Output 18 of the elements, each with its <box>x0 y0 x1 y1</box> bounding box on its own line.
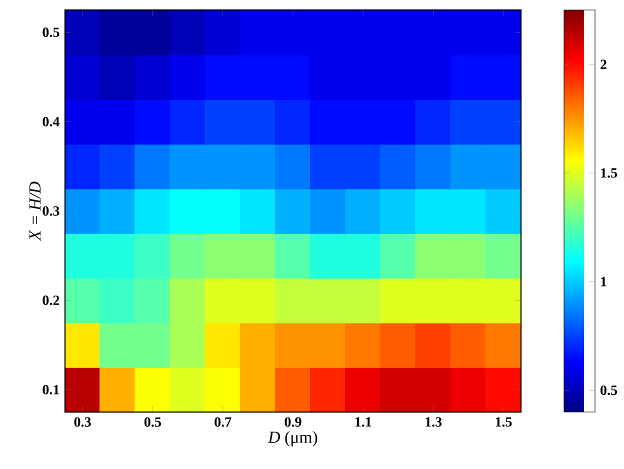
x-tick-label: 1.1 <box>356 417 372 427</box>
color-bar-label: 1 <box>601 276 606 286</box>
y-tick-label: 0.3 <box>42 206 60 216</box>
x-tick-label: 0.9 <box>284 417 302 427</box>
x-tick-label: 1.3 <box>426 417 442 427</box>
x-axis-title: D (μm) <box>268 431 318 446</box>
color-bar-label: 1.5 <box>601 168 618 178</box>
y-tick-label: 0.2 <box>42 296 60 306</box>
x-tick-label: 0.7 <box>214 417 232 427</box>
color-bar-label: 2 <box>600 60 606 69</box>
x-tick-label: 0.5 <box>144 417 161 427</box>
y-tick-label: 0.5 <box>42 28 60 38</box>
x-tick-label: 0.3 <box>74 417 91 427</box>
y-axis-title: X = H/D <box>29 182 41 242</box>
y-tick-label: 0.4 <box>42 116 60 126</box>
color-bar-label: 0.5 <box>600 385 618 396</box>
x-tick-label: 1.5 <box>496 417 512 427</box>
y-tick-label: 0.1 <box>42 384 60 394</box>
